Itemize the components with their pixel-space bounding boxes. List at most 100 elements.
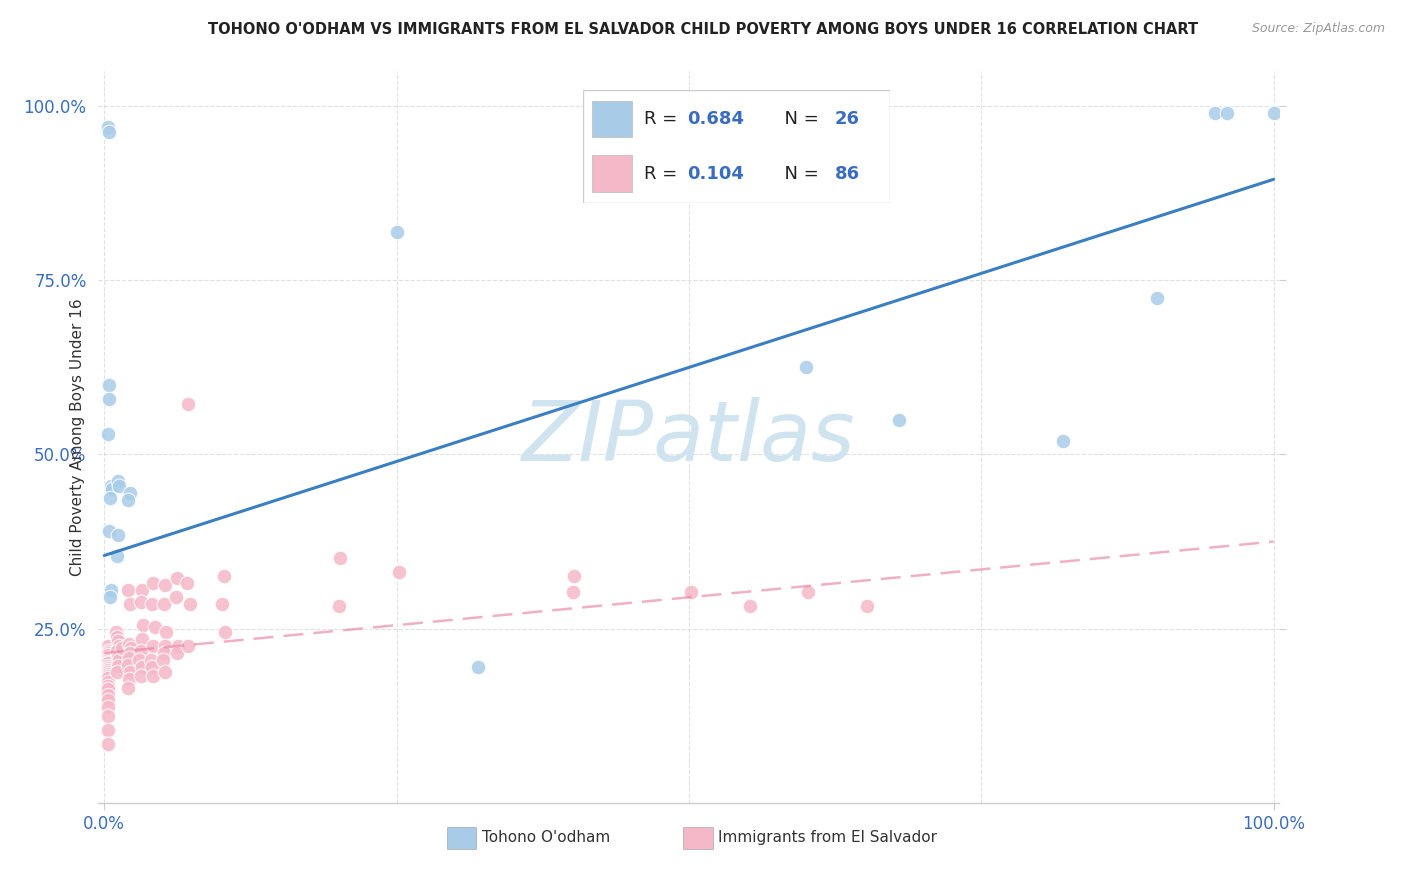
- Point: [214, 625, 236, 640]
- Point: [562, 569, 585, 583]
- Point: [141, 660, 163, 674]
- Point: [129, 669, 152, 683]
- Point: [111, 641, 134, 656]
- Point: [1052, 434, 1074, 448]
- Point: [153, 665, 176, 679]
- Point: [129, 595, 152, 609]
- Y-axis label: Child Poverty Among Boys Under 16: Child Poverty Among Boys Under 16: [69, 298, 84, 576]
- Point: [117, 681, 139, 695]
- Point: [143, 620, 166, 634]
- Point: [108, 479, 131, 493]
- Bar: [447, 827, 477, 849]
- Point: [117, 583, 139, 598]
- Point: [128, 653, 150, 667]
- Point: [97, 674, 120, 689]
- Point: [155, 625, 177, 640]
- Point: [165, 591, 187, 605]
- Point: [105, 644, 128, 658]
- Point: [98, 491, 121, 505]
- Text: ZIPatlas: ZIPatlas: [522, 397, 856, 477]
- Point: [681, 585, 703, 599]
- Point: [120, 641, 142, 656]
- Point: [152, 653, 174, 667]
- Point: [97, 657, 120, 671]
- Point: [794, 360, 817, 375]
- Point: [118, 637, 141, 651]
- Point: [118, 597, 141, 611]
- Point: [142, 639, 165, 653]
- Point: [97, 723, 120, 737]
- Point: [97, 665, 120, 679]
- Point: [97, 644, 120, 658]
- Point: [97, 699, 120, 714]
- Point: [131, 660, 153, 674]
- Point: [107, 474, 129, 488]
- Point: [97, 663, 120, 677]
- Point: [98, 591, 121, 605]
- Point: [97, 658, 120, 673]
- Point: [97, 392, 120, 406]
- Point: [97, 671, 120, 685]
- Point: [153, 646, 176, 660]
- Point: [117, 657, 139, 672]
- Text: TOHONO O'ODHAM VS IMMIGRANTS FROM EL SALVADOR CHILD POVERTY AMONG BOYS UNDER 16 : TOHONO O'ODHAM VS IMMIGRANTS FROM EL SAL…: [208, 22, 1198, 37]
- Point: [118, 665, 141, 679]
- Point: [97, 737, 120, 751]
- Text: Immigrants from El Salvador: Immigrants from El Salvador: [718, 830, 938, 846]
- Point: [97, 653, 120, 667]
- Point: [855, 599, 877, 614]
- Point: [176, 576, 198, 591]
- Point: [97, 708, 120, 723]
- Point: [166, 646, 188, 660]
- Point: [100, 479, 122, 493]
- Point: [97, 688, 120, 702]
- Point: [141, 597, 163, 611]
- Point: [97, 377, 120, 392]
- Point: [118, 672, 141, 686]
- Point: [212, 569, 235, 583]
- Point: [107, 649, 129, 664]
- Point: [177, 639, 200, 653]
- Point: [1146, 291, 1168, 305]
- Point: [105, 630, 128, 644]
- Point: [101, 483, 124, 497]
- Point: [97, 682, 120, 697]
- Point: [385, 225, 408, 239]
- Point: [117, 492, 139, 507]
- Point: [97, 667, 120, 681]
- Point: [97, 648, 120, 662]
- Point: [97, 125, 120, 139]
- Point: [107, 659, 129, 673]
- Point: [97, 660, 120, 674]
- Point: [1204, 106, 1226, 120]
- Point: [97, 655, 120, 669]
- Point: [329, 550, 352, 565]
- Point: [108, 653, 131, 667]
- Point: [388, 565, 411, 579]
- Point: [142, 669, 165, 683]
- Point: [211, 597, 233, 611]
- Point: [131, 583, 153, 598]
- Point: [467, 660, 489, 674]
- Point: [97, 120, 120, 134]
- Point: [142, 576, 165, 591]
- Point: [179, 597, 201, 611]
- Point: [97, 669, 120, 683]
- Point: [97, 651, 120, 665]
- Point: [1263, 106, 1285, 120]
- Point: [153, 597, 176, 611]
- Point: [118, 646, 141, 660]
- Point: [105, 549, 128, 563]
- Point: [97, 646, 120, 660]
- Point: [139, 653, 162, 667]
- Point: [97, 639, 120, 653]
- Point: [166, 572, 188, 586]
- Point: [118, 651, 141, 665]
- Point: [738, 599, 761, 614]
- Point: [97, 679, 120, 693]
- Point: [129, 644, 152, 658]
- Point: [97, 426, 120, 441]
- Point: [105, 665, 128, 679]
- Bar: [683, 827, 713, 849]
- Point: [118, 485, 141, 500]
